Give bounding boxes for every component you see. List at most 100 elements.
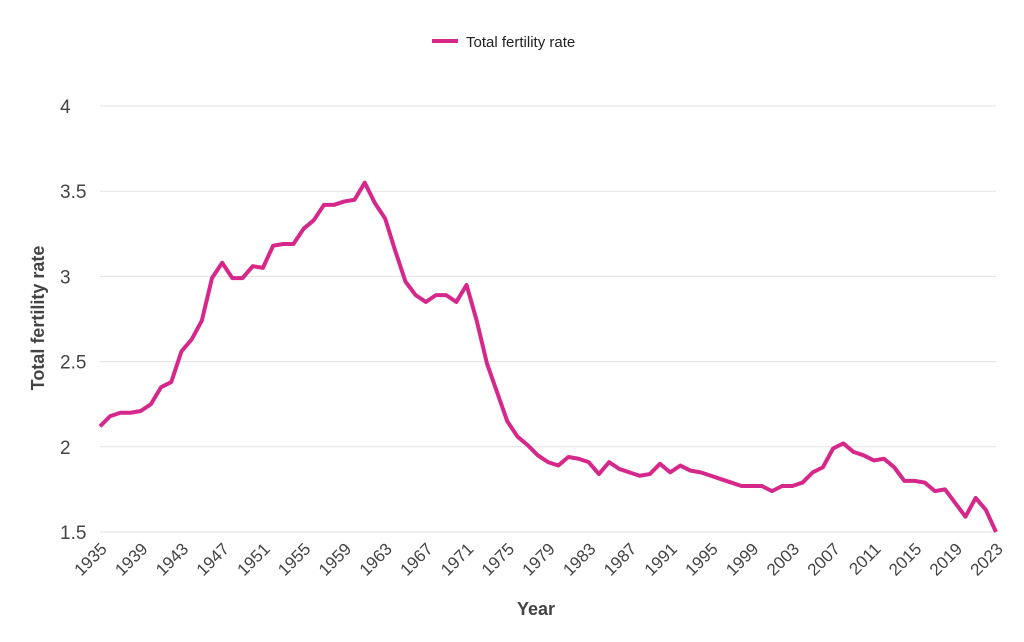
series-layer — [98, 180, 998, 534]
data-point[interactable] — [139, 409, 143, 413]
data-point[interactable] — [801, 481, 805, 485]
data-point[interactable] — [668, 470, 672, 474]
data-point[interactable] — [617, 467, 621, 471]
data-point[interactable] — [913, 479, 917, 483]
data-point[interactable] — [760, 484, 764, 488]
data-point[interactable] — [312, 218, 316, 222]
data-point[interactable] — [627, 470, 631, 474]
data-point[interactable] — [546, 460, 550, 464]
data-point[interactable] — [577, 457, 581, 461]
data-point[interactable] — [424, 300, 428, 304]
data-point[interactable] — [505, 419, 509, 423]
data-point[interactable] — [220, 261, 224, 265]
data-point[interactable] — [780, 484, 784, 488]
data-point[interactable] — [281, 242, 285, 246]
x-tick-label: 1987 — [600, 539, 640, 579]
y-axis-ticks: 1.5 2 2.5 3 3.5 4 — [60, 97, 86, 544]
data-point[interactable] — [607, 460, 611, 464]
data-point[interactable] — [159, 385, 163, 389]
x-tick-label: 1975 — [478, 539, 518, 579]
data-point[interactable] — [403, 280, 407, 284]
data-point[interactable] — [689, 469, 693, 473]
data-point[interactable] — [342, 199, 346, 203]
data-point[interactable] — [892, 465, 896, 469]
data-point[interactable] — [485, 361, 489, 365]
data-point[interactable] — [739, 484, 743, 488]
data-point[interactable] — [475, 319, 479, 323]
x-tick-label: 1963 — [356, 539, 396, 579]
data-point[interactable] — [943, 487, 947, 491]
data-point[interactable] — [994, 530, 998, 534]
data-point[interactable] — [169, 380, 173, 384]
data-point[interactable] — [678, 464, 682, 468]
data-point[interactable] — [770, 489, 774, 493]
series-line-total-fertility-rate[interactable] — [98, 180, 998, 533]
data-point[interactable] — [597, 472, 601, 476]
data-point[interactable] — [811, 470, 815, 474]
data-point[interactable] — [953, 501, 957, 505]
data-point[interactable] — [821, 465, 825, 469]
data-point[interactable] — [658, 462, 662, 466]
data-point[interactable] — [393, 249, 397, 253]
data-point[interactable] — [444, 293, 448, 297]
data-point[interactable] — [353, 198, 357, 202]
data-point[interactable] — [851, 450, 855, 454]
data-point[interactable] — [98, 424, 102, 428]
data-point[interactable] — [862, 453, 866, 457]
data-point[interactable] — [383, 216, 387, 220]
data-point[interactable] — [729, 481, 733, 485]
data-point[interactable] — [332, 203, 336, 207]
data-point[interactable] — [302, 227, 306, 231]
data-point[interactable] — [363, 181, 367, 185]
data-point[interactable] — [322, 203, 326, 207]
data-point[interactable] — [648, 472, 652, 476]
data-point[interactable] — [556, 464, 560, 468]
data-point[interactable] — [210, 276, 214, 280]
data-point[interactable] — [902, 479, 906, 483]
data-point[interactable] — [831, 447, 835, 451]
x-tick-label: 1947 — [193, 539, 233, 579]
data-point[interactable] — [933, 489, 937, 493]
data-point[interactable] — [872, 458, 876, 462]
data-point[interactable] — [923, 481, 927, 485]
data-point[interactable] — [963, 515, 967, 519]
data-point[interactable] — [536, 453, 540, 457]
data-point[interactable] — [638, 474, 642, 478]
data-point[interactable] — [261, 266, 265, 270]
data-point[interactable] — [984, 508, 988, 512]
data-point[interactable] — [719, 477, 723, 481]
data-point[interactable] — [587, 460, 591, 464]
data-point[interactable] — [414, 293, 418, 297]
data-point[interactable] — [118, 411, 122, 415]
data-point[interactable] — [515, 435, 519, 439]
data-point[interactable] — [454, 300, 458, 304]
data-point[interactable] — [251, 264, 255, 268]
data-point[interactable] — [566, 455, 570, 459]
data-point[interactable] — [495, 390, 499, 394]
data-point[interactable] — [434, 293, 438, 297]
legend[interactable]: Total fertility rate — [432, 34, 575, 51]
data-point[interactable] — [241, 276, 245, 280]
data-point[interactable] — [190, 337, 194, 341]
data-point[interactable] — [271, 244, 275, 248]
data-point[interactable] — [179, 349, 183, 353]
data-point[interactable] — [200, 319, 204, 323]
data-point[interactable] — [841, 441, 845, 445]
data-point[interactable] — [129, 411, 133, 415]
data-point[interactable] — [291, 242, 295, 246]
data-point[interactable] — [750, 484, 754, 488]
data-point[interactable] — [465, 283, 469, 287]
data-point[interactable] — [373, 201, 377, 205]
gridlines — [100, 105, 996, 533]
data-point[interactable] — [230, 276, 234, 280]
data-point[interactable] — [709, 474, 713, 478]
data-point[interactable] — [526, 443, 530, 447]
x-axis-ticks: 1935 1939 1943 1947 1951 1955 1959 1963 1967 1971… — [71, 539, 1007, 579]
data-point[interactable] — [790, 484, 794, 488]
data-point[interactable] — [882, 457, 886, 461]
data-point[interactable] — [974, 496, 978, 500]
data-point[interactable] — [149, 402, 153, 406]
data-point[interactable] — [699, 470, 703, 474]
data-point[interactable] — [108, 414, 112, 418]
